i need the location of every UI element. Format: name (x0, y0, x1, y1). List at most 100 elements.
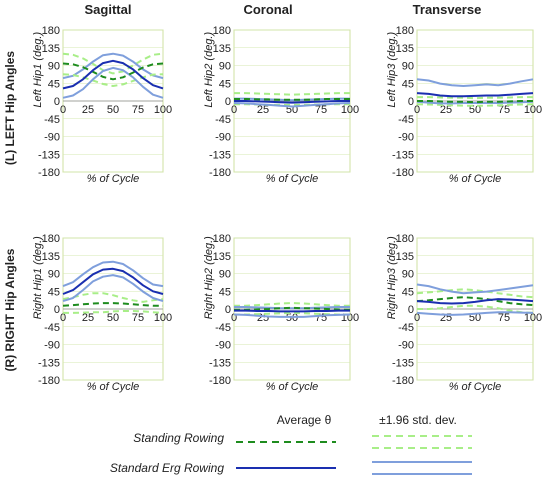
x-tick-label: 0 (60, 104, 66, 116)
y-tick-label: -45 (398, 322, 414, 334)
y-tick-label: 180 (213, 25, 231, 37)
y-tick-label: 0 (225, 96, 231, 108)
y-tick-label: -180 (209, 167, 231, 179)
x-axis-label: % of Cycle (449, 173, 502, 185)
y-tick-label: -135 (392, 357, 414, 369)
x-tick-label: 25 (257, 104, 269, 116)
x-axis-label: % of Cycle (449, 381, 502, 393)
x-tick-label: 25 (440, 104, 452, 116)
series-standard-erg-rowing-upper (62, 52, 164, 80)
y-tick-label: -180 (392, 167, 414, 179)
series-standard-erg-rowing-mean (416, 92, 534, 98)
series-standard-erg-rowing-mean (62, 267, 164, 295)
y-tick-label: -135 (38, 357, 60, 369)
row-title-right: (R) RIGHT Hip Angles (3, 248, 17, 371)
y-tick-label: 135 (396, 43, 414, 55)
x-tick-label: 75 (132, 312, 144, 324)
y-tick-label: 90 (402, 61, 414, 73)
y-tick-label: 45 (48, 286, 60, 298)
x-tick-label: 50 (286, 312, 298, 324)
y-tick-label: 135 (42, 43, 60, 55)
y-tick-label: -45 (398, 114, 414, 126)
series-standing-rowing-upper (62, 52, 164, 75)
x-tick-label: 50 (107, 312, 119, 324)
column-title-coronal: Coronal (243, 2, 292, 17)
y-tick-label: 135 (396, 251, 414, 263)
y-tick-label: 90 (48, 269, 60, 281)
x-tick-label: 75 (315, 104, 327, 116)
y-tick-label: 90 (402, 269, 414, 281)
y-tick-label: -135 (38, 149, 60, 161)
x-axis-label: % of Cycle (87, 173, 140, 185)
y-tick-label: 90 (219, 61, 231, 73)
x-tick-label: 25 (82, 312, 94, 324)
series-standard-erg-rowing-upper (234, 306, 350, 310)
x-tick-label: 100 (341, 104, 359, 116)
y-tick-label: 0 (54, 304, 60, 316)
y-tick-label: 0 (408, 304, 414, 316)
y-tick-label: -135 (209, 149, 231, 161)
y-tick-label: 45 (402, 286, 414, 298)
y-axis-label: Right Hip2 (deg.) (203, 236, 215, 319)
y-tick-label: 45 (48, 78, 60, 90)
y-tick-label: 45 (219, 78, 231, 90)
x-axis-label: % of Cycle (266, 381, 319, 393)
series-standard-erg-rowing-mean (416, 298, 534, 305)
legend-average-header: Average θ (277, 413, 332, 427)
y-tick-label: -180 (38, 167, 60, 179)
x-tick-label: 50 (107, 104, 119, 116)
y-tick-label: 135 (213, 251, 231, 263)
x-tick-label: 75 (498, 312, 510, 324)
y-tick-label: 0 (54, 96, 60, 108)
x-tick-label: 100 (524, 312, 542, 324)
column-title-transverse: Transverse (413, 2, 482, 17)
y-tick-label: -90 (398, 132, 414, 144)
y-tick-label: -45 (215, 114, 231, 126)
y-tick-label: 45 (219, 286, 231, 298)
x-tick-label: 0 (231, 312, 237, 324)
y-tick-label: -180 (209, 375, 231, 387)
x-tick-label: 100 (524, 104, 542, 116)
y-tick-label: 180 (42, 233, 60, 245)
x-tick-label: 100 (154, 312, 172, 324)
y-axis-label: Left Hip2 (deg.) (203, 32, 215, 108)
y-tick-label: -135 (392, 149, 414, 161)
series-standard-erg-rowing-lower (233, 102, 351, 108)
series-standard-erg-rowing-mean (234, 309, 350, 313)
legend: Average θ ±1.96 std. dev. Standing Rowin… (110, 413, 472, 475)
y-tick-label: 135 (213, 43, 231, 55)
series-standard-erg-rowing-lower (233, 313, 351, 318)
series-standing-rowing-mean (62, 302, 163, 307)
y-tick-label: 90 (219, 269, 231, 281)
y-axis-label: Left Hip1 (deg.) (32, 32, 44, 108)
legend-label-erg-rowing: Standard Erg Rowing (110, 461, 224, 475)
x-tick-label: 0 (414, 104, 420, 116)
row-title-left: (L) LEFT Hip Angles (3, 51, 17, 166)
y-tick-label: -180 (392, 375, 414, 387)
y-tick-label: -135 (209, 357, 231, 369)
series-standing-rowing-mean (62, 62, 164, 81)
series-standing-rowing-lower (62, 73, 164, 87)
x-tick-label: 0 (60, 312, 66, 324)
series-standard-erg-rowing-upper (62, 260, 164, 288)
series-standard-erg-rowing-lower (62, 66, 164, 99)
y-tick-label: 180 (213, 233, 231, 245)
y-tick-label: -90 (398, 340, 414, 352)
x-tick-label: 75 (498, 104, 510, 116)
y-tick-label: -180 (38, 375, 60, 387)
legend-std-header: ±1.96 std. dev. (379, 413, 457, 427)
series-standing-rowing-lower (63, 310, 164, 314)
legend-label-standing-rowing: Standing Rowing (133, 431, 224, 445)
x-tick-label: 50 (469, 104, 481, 116)
x-axis-label: % of Cycle (266, 173, 319, 185)
series-standard-erg-rowing-upper (234, 97, 350, 102)
y-tick-label: 90 (48, 61, 60, 73)
y-tick-label: -45 (44, 114, 60, 126)
y-tick-label: 0 (408, 96, 414, 108)
